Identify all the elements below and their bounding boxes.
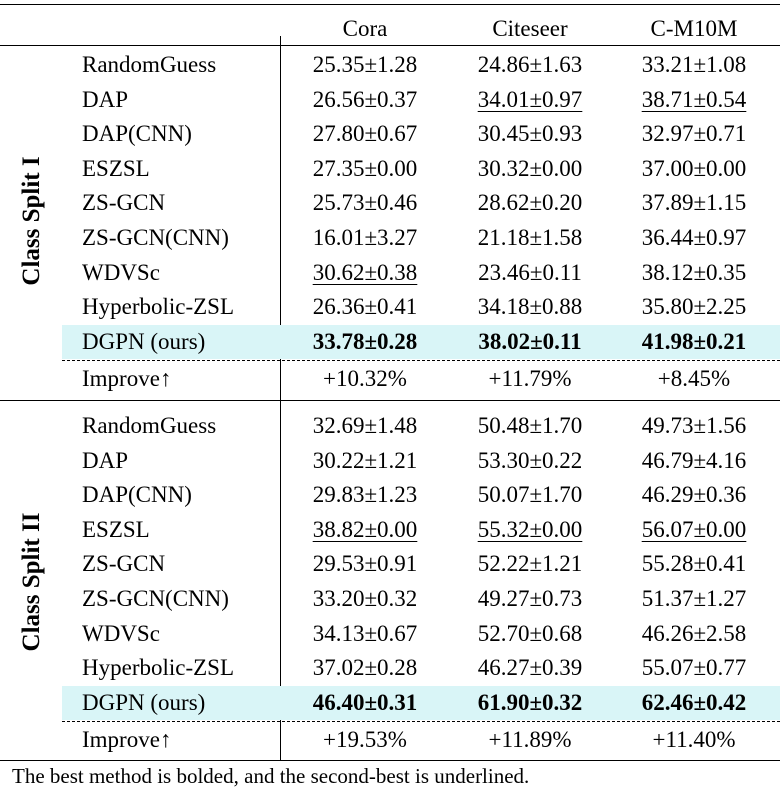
score-cell-citeseer: 38.02±0.11 bbox=[478, 328, 582, 354]
score-cell-c-m10m: 46.79±4.16 bbox=[641, 447, 747, 473]
score-cell-cora: 26.56±0.37 bbox=[312, 86, 418, 112]
method-name: DAP bbox=[82, 86, 129, 112]
improve-label: Improve↑ bbox=[82, 366, 172, 392]
method-name: ESZSL bbox=[82, 516, 150, 542]
top-rule bbox=[0, 4, 780, 5]
method-name: ZS-GCN(CNN) bbox=[82, 586, 229, 611]
score-cell-c-m10m: 37.89±1.15 bbox=[641, 190, 747, 216]
method-name: ZS-GCN bbox=[82, 551, 166, 577]
score-cell-citeseer: 52.70±0.68 bbox=[477, 620, 583, 646]
score-cell-cora: 38.82±0.00 bbox=[312, 516, 418, 542]
score-cell-citeseer: 52.22±1.21 bbox=[477, 551, 583, 577]
score-cell-c-m10m: 55.28±0.41 bbox=[641, 551, 747, 577]
score-cell-citeseer: 30.32±0.00 bbox=[477, 155, 583, 181]
score-cell-citeseer: 30.45±0.93 bbox=[477, 121, 583, 147]
score-cell-c-m10m: 46.26±2.58 bbox=[641, 620, 747, 646]
score-cell-cora: 27.35±0.00 bbox=[312, 155, 418, 181]
score-cell-c-m10m: 33.21±1.08 bbox=[641, 52, 747, 77]
method-name: WDVSc bbox=[82, 259, 160, 285]
score-cell-cora: 26.36±0.41 bbox=[312, 294, 418, 320]
improve-cell-cora: +19.53% bbox=[323, 727, 407, 753]
score-cell-c-m10m: 56.07±0.00 bbox=[641, 516, 747, 542]
score-cell-citeseer: 46.27±0.39 bbox=[477, 655, 583, 681]
score-cell-cora: 25.73±0.46 bbox=[312, 190, 418, 216]
results-table: Cora Citeseer C-M10M Class Split I Random… bbox=[0, 4, 780, 761]
score-cell-citeseer: 23.46±0.11 bbox=[478, 259, 582, 285]
method-name: WDVSc bbox=[82, 620, 160, 646]
method-name: DAP bbox=[82, 447, 129, 473]
score-cell-citeseer: 28.62±0.20 bbox=[477, 190, 583, 216]
method-name: Hyperbolic-ZSL bbox=[82, 655, 235, 681]
highlight-row-background bbox=[62, 685, 780, 721]
score-cell-cora: 32.69±1.48 bbox=[312, 413, 418, 438]
score-cell-citeseer: 61.90±0.32 bbox=[477, 689, 583, 715]
score-cell-cora: 33.78±0.28 bbox=[312, 328, 418, 354]
score-cell-c-m10m: 37.00±0.00 bbox=[641, 155, 747, 181]
method-name: ESZSL bbox=[82, 155, 150, 181]
score-cell-c-m10m: 46.29±0.36 bbox=[641, 482, 747, 508]
score-cell-c-m10m: 51.37±1.27 bbox=[641, 586, 747, 611]
score-cell-citeseer: 50.07±1.70 bbox=[477, 482, 583, 508]
score-cell-cora: 30.62±0.38 bbox=[312, 259, 418, 285]
method-name: DGPN (ours) bbox=[82, 689, 206, 715]
score-cell-citeseer: 55.32±0.00 bbox=[477, 516, 583, 542]
column-divider bbox=[280, 36, 281, 760]
score-cell-citeseer: 49.27±0.73 bbox=[477, 586, 583, 611]
improve-cell-c-m10m: +8.45% bbox=[657, 366, 731, 392]
method-name: ZS-GCN(CNN) bbox=[82, 225, 229, 250]
table-caption: The best method is bolded, and the secon… bbox=[12, 764, 530, 788]
group-separator-rule bbox=[0, 400, 780, 401]
dashed-rule bbox=[62, 360, 780, 362]
group-label: Class Split I bbox=[18, 156, 45, 286]
method-name: RandomGuess bbox=[82, 413, 217, 438]
highlight-row-background bbox=[62, 324, 780, 360]
score-cell-cora: 30.22±1.21 bbox=[312, 447, 418, 473]
score-cell-c-m10m: 55.07±0.77 bbox=[641, 655, 747, 681]
header-cora: Cora bbox=[342, 16, 388, 41]
score-cell-cora: 34.13±0.67 bbox=[312, 620, 418, 646]
improve-cell-citeseer: +11.79% bbox=[488, 366, 572, 392]
score-cell-c-m10m: 62.46±0.42 bbox=[641, 689, 747, 715]
header-c-m10m: C-M10M bbox=[650, 16, 738, 41]
header-rule bbox=[0, 45, 780, 46]
score-cell-citeseer: 34.01±0.97 bbox=[477, 86, 583, 112]
score-cell-citeseer: 21.18±1.58 bbox=[477, 225, 583, 250]
score-cell-c-m10m: 49.73±1.56 bbox=[641, 413, 747, 438]
score-cell-citeseer: 53.30±0.22 bbox=[477, 447, 583, 473]
score-cell-cora: 29.53±0.91 bbox=[312, 551, 418, 577]
score-cell-c-m10m: 38.71±0.54 bbox=[641, 86, 747, 112]
score-cell-cora: 16.01±3.27 bbox=[312, 225, 418, 250]
method-name: Hyperbolic-ZSL bbox=[82, 294, 235, 320]
score-cell-cora: 27.80±0.67 bbox=[312, 121, 418, 147]
dashed-rule bbox=[62, 721, 780, 723]
method-name: ZS-GCN bbox=[82, 190, 166, 216]
score-cell-c-m10m: 38.12±0.35 bbox=[641, 259, 747, 285]
group-label: Class Split II bbox=[18, 512, 45, 652]
improve-label: Improve↑ bbox=[82, 727, 172, 753]
improve-cell-cora: +10.32% bbox=[323, 366, 407, 392]
score-cell-citeseer: 24.86±1.63 bbox=[477, 52, 583, 77]
score-cell-c-m10m: 32.97±0.71 bbox=[641, 121, 747, 147]
score-cell-c-m10m: 41.98±0.21 bbox=[641, 328, 747, 354]
method-name: DAP(CNN) bbox=[82, 121, 192, 147]
score-cell-cora: 33.20±0.32 bbox=[312, 586, 418, 611]
method-name: DGPN (ours) bbox=[82, 328, 206, 354]
score-cell-citeseer: 50.48±1.70 bbox=[477, 413, 583, 438]
header-citeseer: Citeseer bbox=[492, 16, 568, 41]
score-cell-cora: 37.02±0.28 bbox=[312, 655, 418, 681]
improve-cell-c-m10m: +11.40% bbox=[652, 727, 736, 753]
score-cell-cora: 46.40±0.31 bbox=[312, 689, 418, 715]
method-name: DAP(CNN) bbox=[82, 482, 192, 508]
bottom-rule bbox=[0, 760, 780, 761]
improve-cell-citeseer: +11.89% bbox=[488, 727, 572, 753]
score-cell-c-m10m: 35.80±2.25 bbox=[641, 294, 747, 320]
score-cell-cora: 29.83±1.23 bbox=[312, 482, 418, 508]
score-cell-citeseer: 34.18±0.88 bbox=[477, 294, 583, 320]
score-cell-c-m10m: 36.44±0.97 bbox=[641, 225, 747, 250]
method-name: RandomGuess bbox=[82, 52, 217, 77]
score-cell-cora: 25.35±1.28 bbox=[312, 52, 418, 77]
